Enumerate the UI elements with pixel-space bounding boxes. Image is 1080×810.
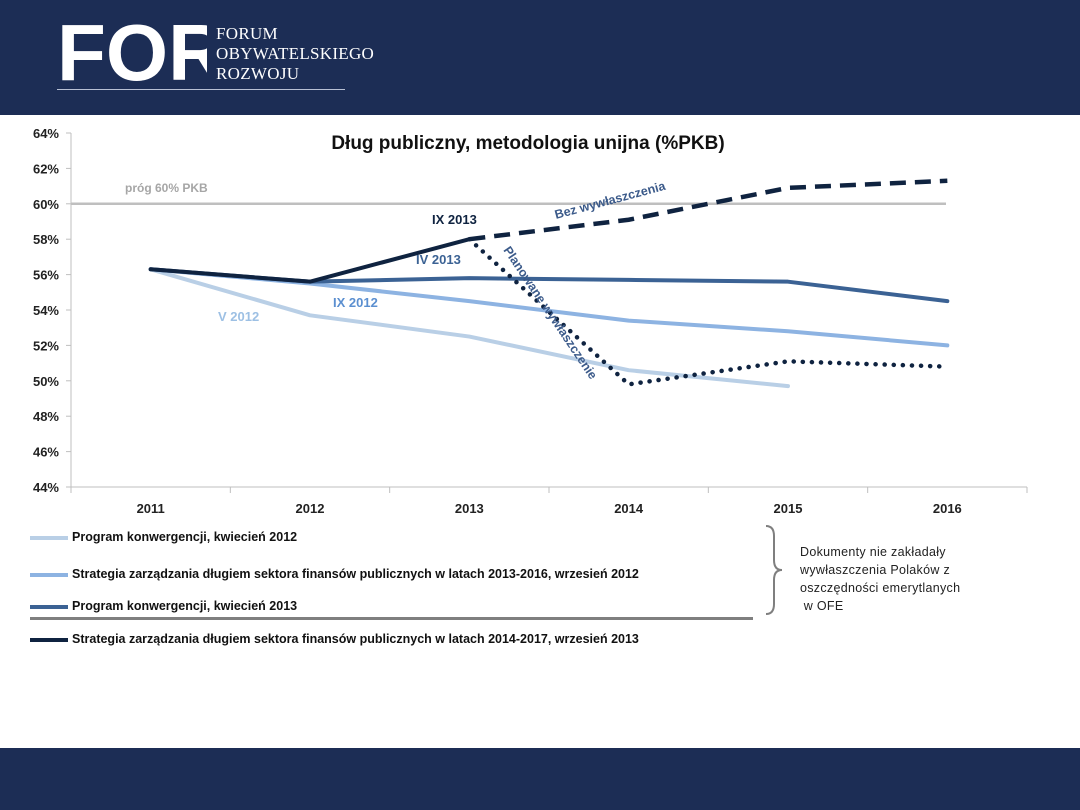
side-note-line: w OFE [800,599,844,613]
footer-bar [0,748,1080,810]
series-line [467,236,950,387]
annotation-label: Planowane wywłaszczenie [501,244,600,382]
logo-line-2: OBYWATELSKIEGO [216,44,375,63]
legend-item: Program konwergencji, kwiecień 2012 [30,529,730,546]
x-tick-label: 2016 [933,501,962,516]
legend-swatch [30,573,68,577]
legend-item: Program konwergencji, kwiecień 2013 [30,598,730,615]
series-line [148,267,950,304]
series-line [469,178,948,242]
x-tick-label: 2013 [455,501,484,516]
legend-item: Strategia zarządzania długiem sektora fi… [30,566,730,583]
chart-title: Dług publiczny, metodologia unijna (%PKB… [331,133,724,154]
legend-label: Strategia zarządzania długiem sektora fi… [72,567,639,581]
y-tick-label: 60% [33,197,59,212]
annotation-label: V 2012 [218,309,259,324]
side-note: Dokumenty nie zakładały wywłaszczenia Po… [800,543,990,615]
y-tick-label: 54% [33,303,59,318]
y-tick-label: 52% [33,338,59,353]
y-tick-label: 48% [33,409,59,424]
legend-label: Program konwergencji, kwiecień 2013 [72,599,298,613]
x-tick-label: 2012 [296,501,325,516]
legend-label: Program konwergencji, kwiecień 2012 [72,530,298,544]
debt-line-chart: Dług publiczny, metodologia unijna (%PKB… [33,126,1028,516]
logo-line-1: FORUM [216,24,278,43]
y-tick-label: 62% [33,161,59,176]
header-rule [0,115,1080,118]
legend-swatch [30,605,68,609]
legend-separator [30,617,753,620]
logo-letters: FOR [57,18,207,88]
legend-label: Strategia zarządzania długiem sektora fi… [72,632,639,646]
for-logo-icon: FOR [57,18,207,88]
legend-swatch [30,536,68,540]
legend-item: Strategia zarządzania długiem sektora fi… [30,631,730,648]
x-tick-label: 2014 [614,501,644,516]
legend-swatch [30,638,68,642]
series-line [148,237,472,284]
logo-line-3: ROZWOJU [216,64,300,83]
y-tick-label: 58% [33,232,59,247]
y-tick-label: 44% [33,480,59,495]
side-note-line: Dokumenty nie zakładały [800,545,946,559]
y-tick-label: 56% [33,268,59,283]
curly-brace-icon [765,525,783,615]
annotation-label: IV 2013 [416,252,461,267]
x-tick-label: 2015 [774,501,803,516]
y-tick-label: 64% [33,126,59,141]
y-tick-label: 46% [33,445,59,460]
logo-underline [57,89,345,90]
x-tick-label: 2011 [137,501,165,516]
y-tick-label: 50% [33,374,59,389]
header-bar: FOR FORUM OBYWATELSKIEGO ROZWOJU [0,0,1080,115]
logo-text: FORUM OBYWATELSKIEGO ROZWOJU [216,24,374,84]
side-note-line: oszczędności emerytlanych [800,581,961,595]
side-note-line: wywłaszczenia Polaków z [800,563,951,577]
threshold-label: próg 60% PKB [125,181,208,195]
annotation-label: IX 2012 [333,295,378,310]
series-line [148,267,790,389]
annotation-label: IX 2013 [432,212,477,227]
